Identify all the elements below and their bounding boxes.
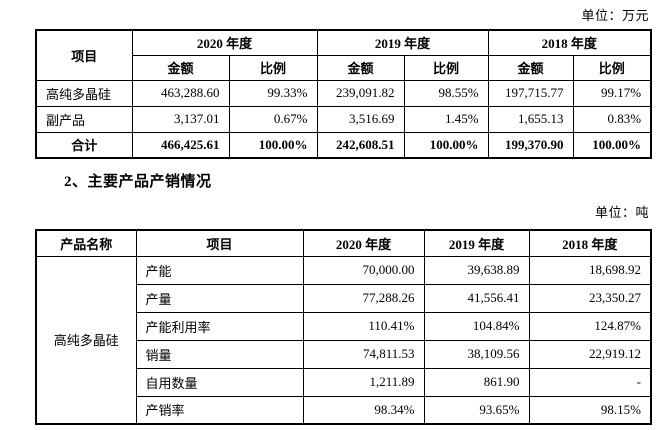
table-cell: 99.33% [228, 79, 318, 107]
table-cell: 124.87% [528, 311, 652, 341]
row-label: 产能利用率 [135, 311, 304, 341]
table-cell: 0.83% [572, 105, 652, 133]
table-row-capacity: 高纯多晶硅 产能 70,000.00 39,638.89 18,698.92 [35, 255, 652, 425]
revenue-header-sub: 金额 比例 金额 比例 金额 比例 [36, 54, 652, 81]
table-cell: 0.67% [228, 105, 318, 133]
col-header-ratio-2019: 比例 [403, 54, 489, 81]
table-cell: - [528, 367, 652, 397]
table-cell: 100.00% [228, 131, 318, 159]
table-cell: 1.45% [403, 105, 489, 133]
col-header-product: 产品名称 [35, 229, 137, 257]
table-cell: 39,638.89 [423, 255, 530, 285]
col-header-item: 项目 [35, 29, 133, 81]
row-label: 副产品 [35, 105, 133, 133]
row-label: 产量 [135, 283, 304, 313]
table-cell: 1,211.89 [302, 367, 425, 397]
table-cell: 99.17% [572, 79, 652, 107]
table-cell: 239,091.82 [316, 79, 405, 107]
table-cell: 41,556.41 [423, 283, 530, 313]
table-cell: 22,919.12 [528, 339, 652, 369]
production-table: 产品名称 项目 2020 年度 2019 年度 2018 年度 高纯多晶硅 产能… [35, 229, 652, 425]
col-header-amount-2020: 金额 [131, 54, 230, 81]
table-row-sales-volume: 销量 74,811.53 38,109.56 22,919.12 [36, 339, 652, 369]
total-label: 合计 [35, 131, 133, 159]
table-cell: 3,516.69 [316, 105, 405, 133]
unit-label-production: 单位：吨 [594, 205, 649, 220]
table-row-polysilicon: 高纯多晶硅 463,288.60 99.33% 239,091.82 98.55… [35, 79, 652, 107]
col-header-amount-2018: 金额 [487, 54, 574, 81]
table-cell: 18,698.92 [528, 255, 652, 285]
table-cell: 1,655.13 [487, 105, 574, 133]
table-cell: 104.84% [423, 311, 530, 341]
col-header-2020: 2020 年度 [131, 29, 318, 56]
table-cell: 98.55% [403, 79, 489, 107]
table-cell: 100.00% [572, 131, 652, 159]
production-header: 产品名称 项目 2020 年度 2019 年度 2018 年度 [35, 229, 652, 257]
revenue-table: 项目 2020 年度 2019 年度 2018 年度 金额 比例 金额 比例 金… [35, 29, 653, 159]
table-cell: 242,608.51 [316, 131, 405, 159]
table-cell: 100.00% [403, 131, 489, 159]
table-cell: 3,137.01 [131, 105, 230, 133]
table-cell: 74,811.53 [302, 339, 425, 369]
table-cell: 861.90 [423, 367, 530, 397]
table-cell: 463,288.60 [131, 79, 230, 107]
col-header-2018: 2018 年度 [528, 229, 652, 257]
table-cell: 23,350.27 [528, 283, 652, 313]
row-label: 高纯多晶硅 [35, 79, 133, 107]
revenue-header-years: 项目 2020 年度 2019 年度 2018 年度 [35, 29, 652, 81]
col-header-ratio-2018: 比例 [572, 54, 652, 81]
table-cell: 38,109.56 [423, 339, 530, 369]
table-row-output: 产量 77,288.26 41,556.41 23,350.27 [36, 283, 652, 313]
table-row-sales-ratio: 产销率 98.34% 93.65% 98.15% [36, 395, 652, 425]
table-cell: 98.34% [302, 395, 425, 425]
row-label: 销量 [135, 339, 304, 369]
table-row-total: 合计 466,425.61 100.00% 242,608.51 100.00%… [35, 131, 652, 159]
table-cell: 199,370.90 [487, 131, 574, 159]
col-header-2020: 2020 年度 [302, 229, 425, 257]
table-row-byproduct: 副产品 3,137.01 0.67% 3,516.69 1.45% 1,655.… [35, 105, 652, 133]
row-label: 自用数量 [135, 367, 304, 397]
table-row-self-use: 自用数量 1,211.89 861.90 - [36, 367, 652, 397]
col-header-item: 项目 [135, 229, 304, 257]
table-cell: 77,288.26 [302, 283, 425, 313]
table-row-utilization: 产能利用率 110.41% 104.84% 124.87% [36, 311, 652, 341]
table-cell: 110.41% [302, 311, 425, 341]
col-header-ratio-2020: 比例 [228, 54, 318, 81]
row-label: 产销率 [135, 395, 304, 425]
col-header-amount-2019: 金额 [316, 54, 405, 81]
unit-label-revenue: 单位：万元 [581, 8, 649, 23]
table-cell: 197,715.77 [487, 79, 574, 107]
col-header-2018: 2018 年度 [487, 29, 652, 56]
table-cell: 93.65% [423, 395, 530, 425]
table-cell: 70,000.00 [302, 255, 425, 285]
product-name-cell: 高纯多晶硅 [35, 255, 137, 425]
col-header-2019: 2019 年度 [423, 229, 530, 257]
row-label: 产能 [135, 255, 304, 285]
table-cell: 466,425.61 [131, 131, 230, 159]
section-heading: 2、主要产品产销情况 [64, 174, 212, 190]
table-cell: 98.15% [528, 395, 652, 425]
col-header-2019: 2019 年度 [316, 29, 489, 56]
